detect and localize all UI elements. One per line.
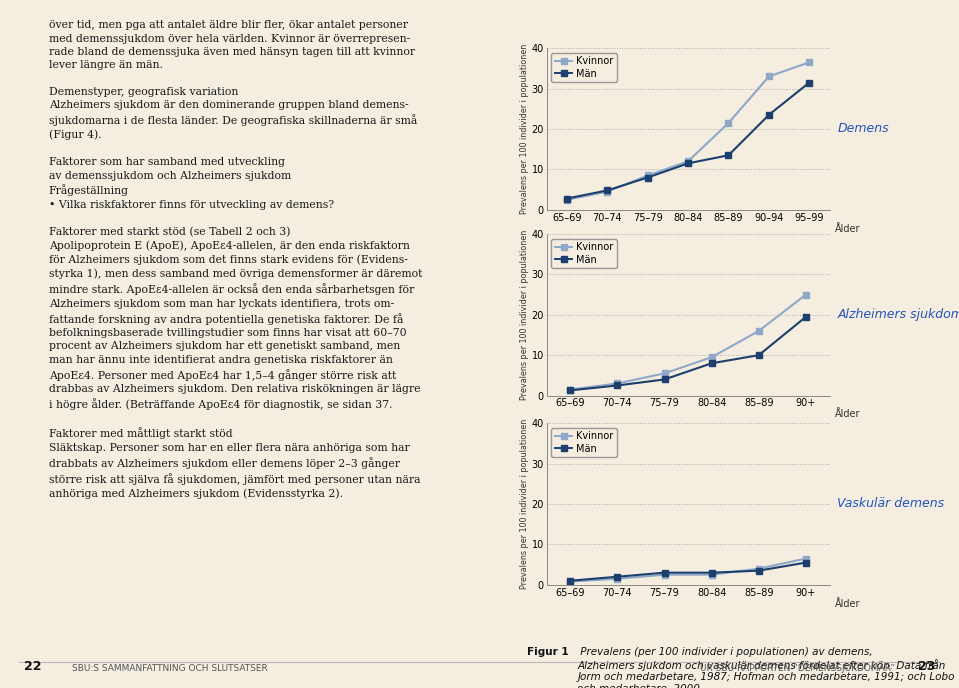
Legend: Kvinnor, Män: Kvinnor, Män <box>551 239 617 268</box>
Text: 23: 23 <box>918 660 935 673</box>
Y-axis label: Prevalens per 100 individer i populationen: Prevalens per 100 individer i population… <box>520 419 528 589</box>
Text: Figur 1: Figur 1 <box>527 647 569 657</box>
Legend: Kvinnor, Män: Kvinnor, Män <box>551 53 617 83</box>
Text: 22: 22 <box>24 660 41 673</box>
Text: Ålder: Ålder <box>835 224 860 234</box>
Text: över tid, men pga att antalet äldre blir fler, ökar antalet personer
med demenss: över tid, men pga att antalet äldre blir… <box>49 20 422 499</box>
Text: Ålder: Ålder <box>835 599 860 609</box>
Text: Alzheimers sjukdom: Alzheimers sjukdom <box>837 308 959 321</box>
Text: Ålder: Ålder <box>835 409 860 420</box>
Text: UR SBU-RAPPORTEN ”DEMENSSJUKDOMAR”: UR SBU-RAPPORTEN ”DEMENSSJUKDOMAR” <box>700 664 895 673</box>
Text: SBU:S SAMMANFATTNING OCH SLUTSATSER: SBU:S SAMMANFATTNING OCH SLUTSATSER <box>72 664 268 673</box>
Text: Demens: Demens <box>837 122 889 136</box>
Text: Prevalens (per 100 individer i populationen) av demens,
Alzheimers sjukdom och v: Prevalens (per 100 individer i populatio… <box>577 647 955 688</box>
Y-axis label: Prevalens per 100 individer i populationen: Prevalens per 100 individer i population… <box>520 44 528 214</box>
Text: Vaskulär demens: Vaskulär demens <box>837 497 945 510</box>
Legend: Kvinnor, Män: Kvinnor, Män <box>551 428 617 458</box>
Y-axis label: Prevalens per 100 individer i populationen: Prevalens per 100 individer i population… <box>520 230 528 400</box>
